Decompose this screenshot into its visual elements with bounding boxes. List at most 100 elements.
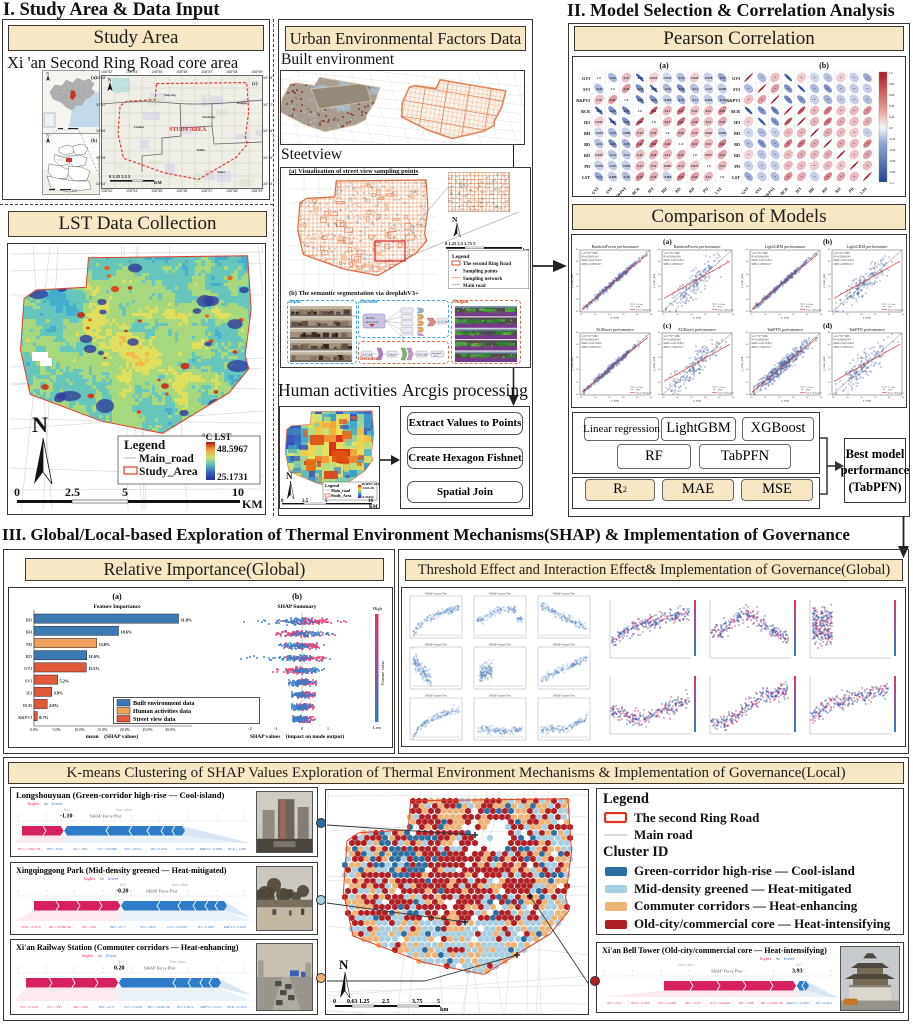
svg-text:0.020: 0.020 [691,76,698,80]
svg-text:higher: higher [82,953,94,958]
svg-text:5.0%: 5.0% [53,727,62,732]
svg-text:0: 0 [14,485,20,499]
svg-text:-0.78: -0.78 [609,120,616,124]
svg-text:0.11: 0.11 [692,109,698,113]
svg-text:linear fitting line: linear fitting line [888,392,904,395]
svg-text:0.51: 0.51 [678,120,684,124]
svg-text:SHAP Force Plot: SHAP Force Plot [90,814,122,819]
svg-text:PD: PD [702,186,709,193]
svg-text:0.072: 0.072 [691,164,698,168]
svg-text:Street view data: Street view data [133,716,176,723]
svg-text:f(x): f(x) [64,808,70,812]
svg-text:(a): (a) [659,61,669,70]
svg-text:PD = 232.7: PD = 232.7 [607,1001,622,1005]
svg-text:1: 1 [158,889,160,893]
svg-text:BCR: BCR [581,109,591,114]
svg-text:0.7%: 0.7% [39,715,48,720]
svg-text:SHAP Scatter Plot: SHAP Scatter Plot [553,643,575,647]
svg-text:18.6%: 18.6% [121,630,133,635]
svg-text:MAE=1.021±0.012: MAE=1.021±0.012 [834,342,855,345]
svg-text:-1: -1 [102,814,105,818]
svg-text:Concat: Concat [388,354,396,357]
svg-text:-0.086: -0.086 [718,87,726,91]
svg-text:Xi'an Railway Station (Commute: Xi'an Railway Station (Commuter corridor… [16,943,239,952]
svg-text:higher: higher [760,956,772,961]
svg-text:-0.069: -0.069 [718,131,726,135]
svg-text:0.80: 0.80 [889,82,895,86]
svg-text:BCR = 0.3333: BCR = 0.3333 [21,925,41,929]
svg-text:SHAP Summary: SHAP Summary [278,604,317,610]
svg-text:42: 42 [828,343,831,346]
svg-text:base value: base value [678,963,694,967]
svg-text:42: 42 [746,343,749,346]
svg-text:-0.54: -0.54 [623,109,630,113]
svg-text:GVI = 0.01403: GVI = 0.01403 [167,925,187,929]
svg-text:N: N [286,471,293,481]
svg-text:4: 4 [830,969,832,973]
svg-text:linear fitting line: linear fitting line [718,392,734,395]
svg-text:0: 0 [333,999,336,1005]
svg-text:R²=0.920±0.043: R²=0.920±0.043 [752,256,770,259]
svg-text:RD: RD [688,186,696,194]
svg-text:-0.80: -0.80 [889,170,896,174]
svg-text:higher: higher [84,876,96,881]
svg-text:-1: -1 [102,966,105,970]
svg-text:y_train_pred: y_train_pred [571,273,574,288]
svg-text:-0.25: -0.25 [623,142,630,146]
svg-text:IEI = 0.2987: IEI = 0.2987 [198,925,215,929]
svg-text:46: 46 [828,331,831,334]
svg-text:-1.0: -1.0 [889,181,894,185]
svg-text:MSE=1.030±0.017: MSE=1.030±0.017 [834,346,855,349]
svg-text:y_train: y_train [863,400,872,403]
svg-text:-0.60: -0.60 [889,159,896,163]
svg-text:0.13: 0.13 [706,175,712,179]
svg-text:SVI = 0.1288: SVI = 0.1288 [658,1001,676,1005]
svg-text:0.13: 0.13 [720,164,726,168]
svg-text:base value: base value [116,808,132,812]
svg-text:-0.46: -0.46 [678,87,685,91]
svg-text:-3: -3 [45,814,48,818]
svg-text:MSE=1.030±0.017: MSE=1.030±0.017 [834,263,855,266]
svg-text:0.60: 0.60 [889,93,895,97]
svg-text:-0.18: -0.18 [623,175,630,179]
svg-text:BD: BD [674,186,682,194]
svg-text:38: 38 [704,313,707,316]
svg-text:10.0%: 10.0% [74,727,85,732]
svg-text:3.93: 3.93 [792,969,803,975]
svg-text:IEI: IEI [647,186,655,194]
svg-text:R²=0.920±0.043: R²=0.920±0.043 [834,256,852,259]
svg-text:34: 34 [658,368,661,371]
svg-text:y_train_pred: y_train_pred [653,356,656,371]
svg-text:0.21: 0.21 [678,153,684,157]
svg-text:MSE=1.030±0.017: MSE=1.030±0.017 [752,263,773,266]
svg-text:SHAP Scatter Plot: SHAP Scatter Plot [425,694,447,698]
svg-text:Legend: Legend [124,437,166,452]
svg-text:y_train: y_train [863,317,872,320]
svg-text:BH: BH [584,131,591,136]
svg-text:R²=0.920±0.043: R²=0.920±0.043 [664,256,682,259]
svg-text:0.28: 0.28 [610,98,616,102]
svg-text:base value: base value [170,960,186,964]
svg-text:f(x): f(x) [796,963,802,967]
svg-text:y_train_pred: y_train_pred [741,356,744,371]
svg-text:(b): (b) [91,139,97,144]
svg-text:46: 46 [746,248,749,251]
svg-text:0.0: 0.0 [889,126,893,130]
svg-text:(a): (a) [91,76,97,81]
svg-text:y_train: y_train [693,317,702,320]
svg-text:34: 34 [576,368,579,371]
svg-text:-0.20: -0.20 [596,87,603,91]
svg-text:38: 38 [622,313,625,316]
svg-text:-0.033: -0.033 [663,76,671,80]
svg-text:25.0%: 25.0% [142,727,153,732]
svg-text:Lianhu: Lianhu [134,125,144,129]
svg-text:SHAP values (impact on mode ou: SHAP values (impact on mode output) [250,733,344,740]
svg-text:-2: -2 [73,966,76,970]
svg-text:0.050: 0.050 [664,164,671,168]
svg-text:(d): (d) [823,321,833,330]
svg-text:⇆: ⇆ [100,876,104,881]
svg-text:30: 30 [846,313,849,316]
svg-text:SHAP Scatter Plot: SHAP Scatter Plot [425,592,447,596]
svg-text:26: 26 [750,313,753,316]
svg-text:RD = 1588: RD = 1588 [739,1001,754,1005]
